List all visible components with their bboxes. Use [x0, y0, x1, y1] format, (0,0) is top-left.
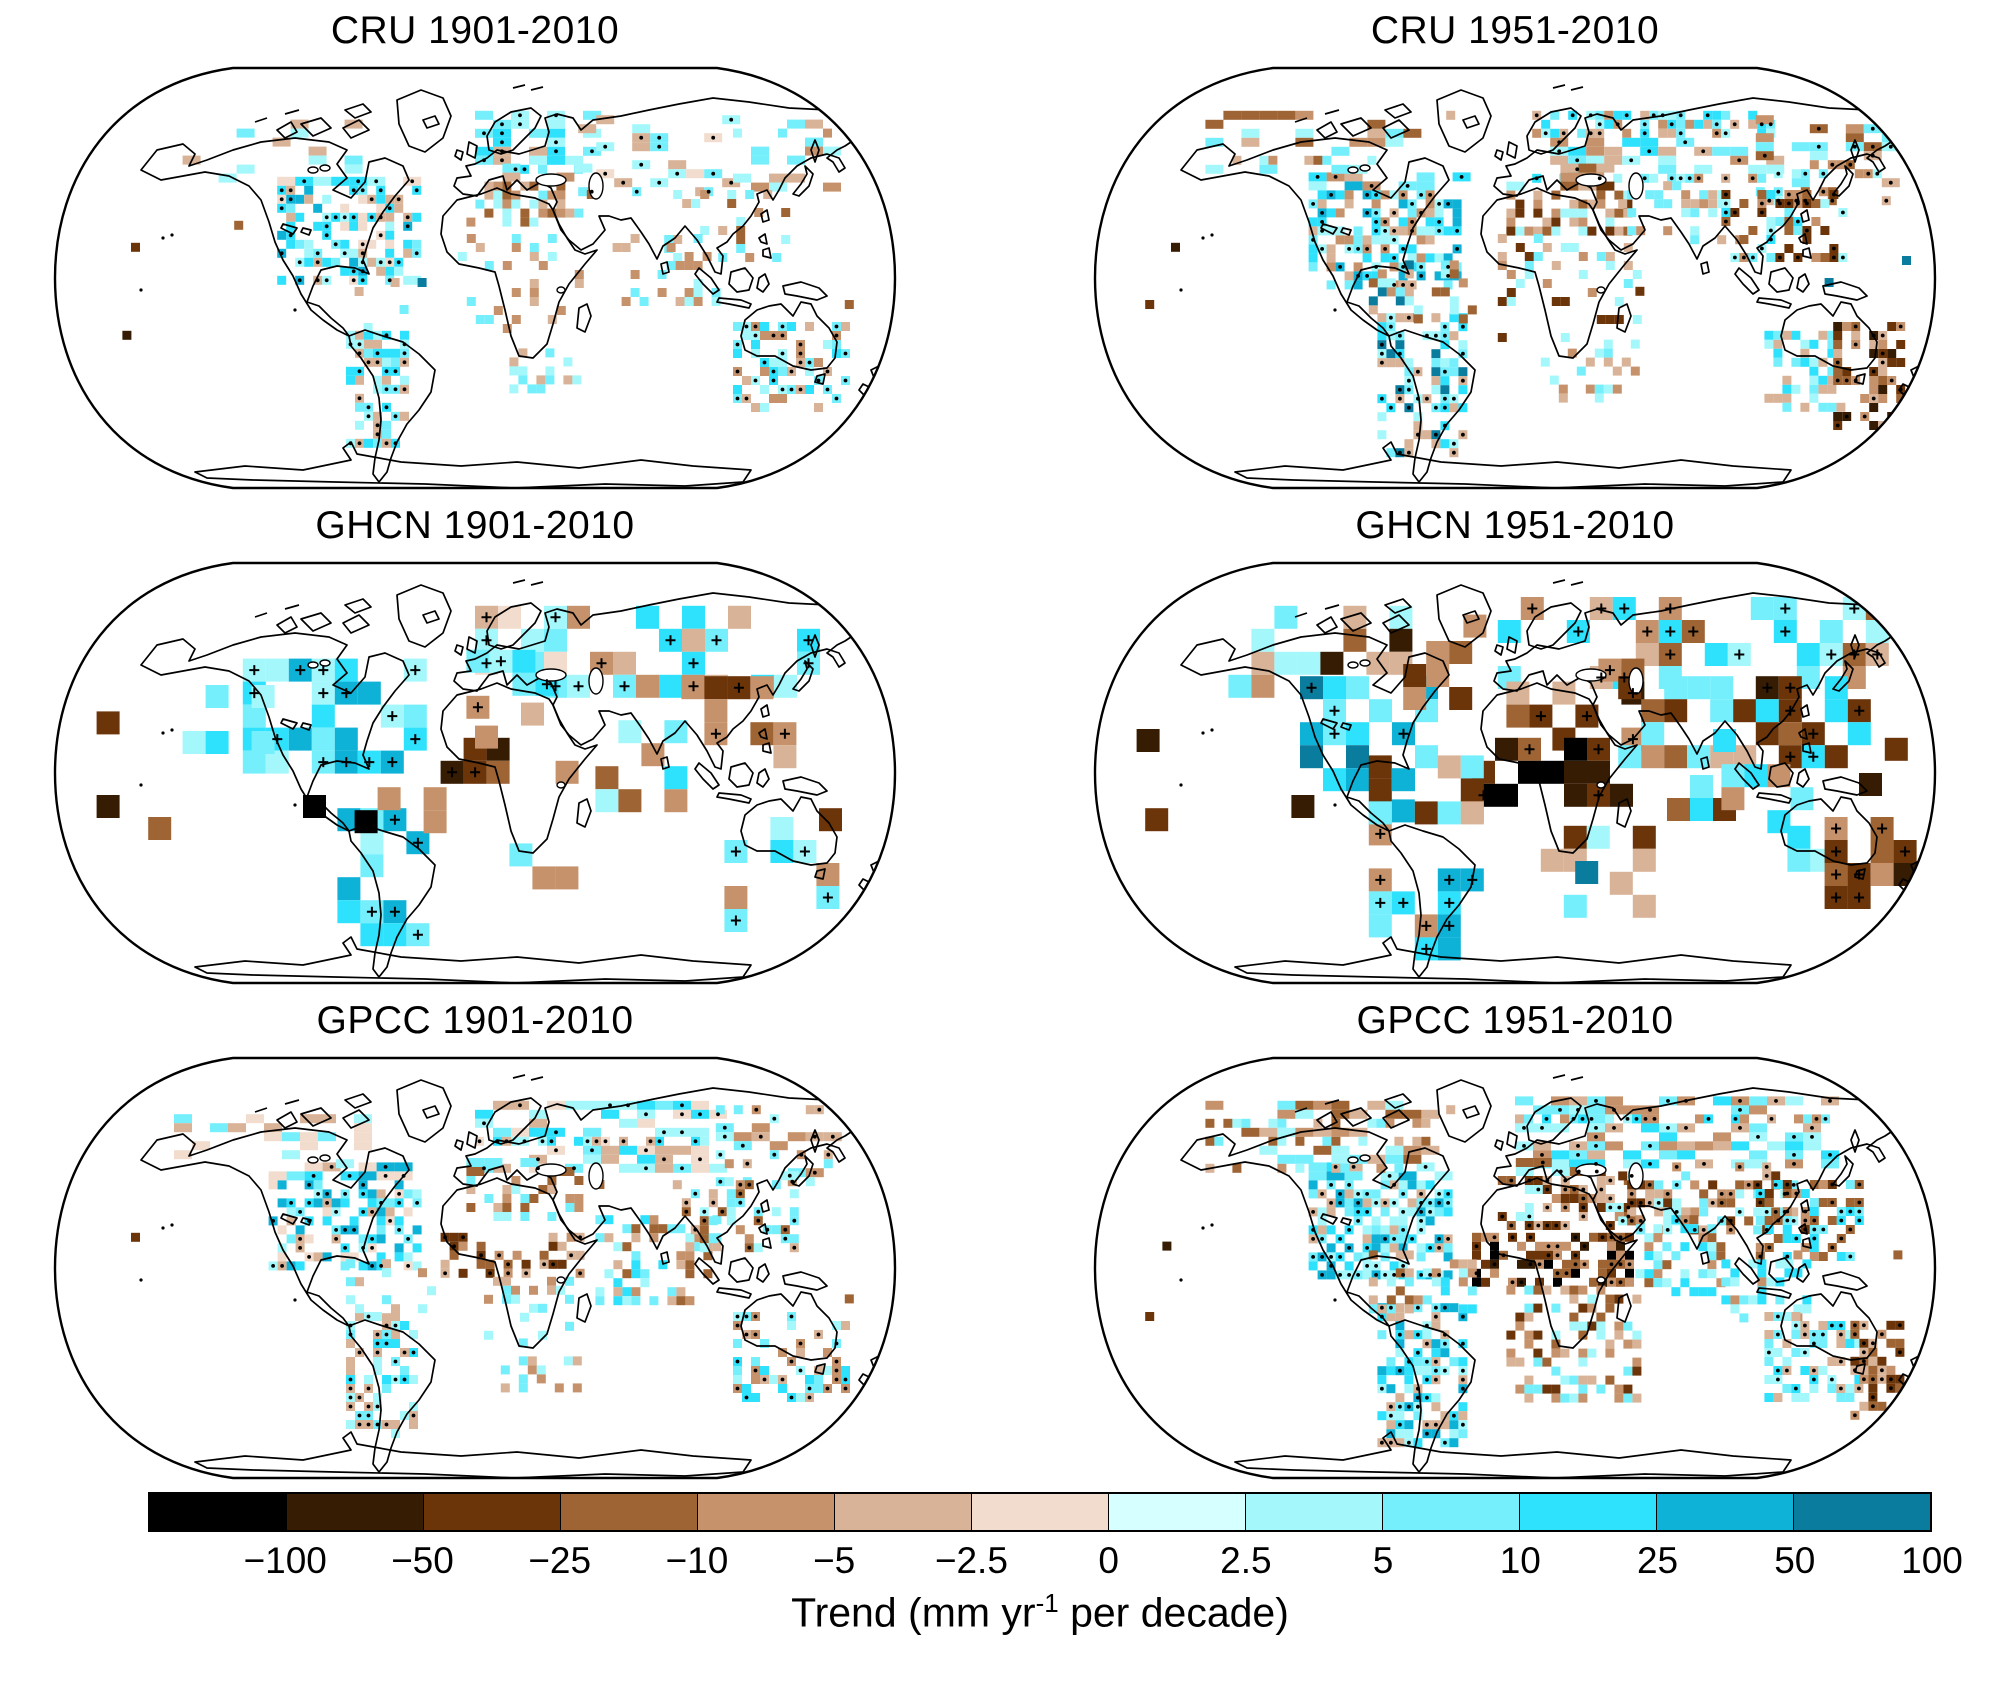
colorbar-tick-label: −25: [528, 1540, 592, 1581]
map-panel-cru-1951: CRU 1951-2010: [1085, 6, 1945, 500]
colorbar-tick-label: 0: [1098, 1540, 1119, 1581]
colorbar-tick-label: 25: [1636, 1540, 1679, 1581]
colorbar-segment: [286, 1494, 423, 1530]
colorbar: −100 −50 −25 −10 −5 −2.5 0 2.5 5 10 25 50 100 Trend …: [148, 1492, 1963, 1637]
colorbar-tick-label: −2.5: [934, 1540, 1008, 1581]
colorbar-caption: Trend (mm yr-1 per decade): [148, 1588, 1932, 1637]
colorbar-segment: [1108, 1494, 1245, 1530]
map-panel-gpcc-1901: GPCC 1901-2010: [45, 996, 905, 1490]
panel-title: CRU 1951-2010: [1370, 9, 1660, 52]
colorbar-tick-label: 2.5: [1220, 1540, 1272, 1581]
colorbar-segment: [1245, 1494, 1382, 1530]
map-panel-ghcn-1901: GHCN 1901-2010: [45, 501, 905, 995]
caption-superscript: -1: [1035, 1588, 1059, 1618]
colorbar-tick-label: 50: [1774, 1540, 1816, 1581]
world-map-svg: [1093, 66, 1937, 490]
colorbar-segment: [1656, 1494, 1793, 1530]
colorbar-tick-labels: −100 −50 −25 −10 −5 −2.5 0 2.5 5 10 25 50 100: [148, 1532, 1963, 1582]
colorbar-segments: [148, 1492, 1932, 1532]
panel-title: CRU 1901-2010: [330, 9, 620, 52]
world-map-svg: [53, 561, 897, 985]
colorbar-tick-label: −50: [391, 1540, 454, 1581]
caption-text: Trend (mm yr: [791, 1589, 1036, 1636]
world-map-svg: [53, 66, 897, 490]
panel-title: GPCC 1951-2010: [1356, 999, 1674, 1042]
world-map-svg: [53, 1056, 897, 1480]
colorbar-tick-label: 100: [1901, 1540, 1963, 1581]
colorbar-segment: [150, 1494, 286, 1530]
colorbar-segment: [1519, 1494, 1656, 1530]
colorbar-tick-label: 5: [1372, 1540, 1394, 1581]
colorbar-segment: [834, 1494, 971, 1530]
colorbar-segment: [560, 1494, 697, 1530]
caption-text: per decade): [1058, 1589, 1289, 1636]
panel-title: GPCC 1901-2010: [316, 999, 634, 1042]
colorbar-tick-label: −10: [665, 1540, 729, 1581]
colorbar-segment: [423, 1494, 560, 1530]
world-map-svg: [1093, 1056, 1937, 1480]
colorbar-segment: [1793, 1494, 1930, 1530]
map-panel-cru-1901: CRU 1901-2010: [45, 6, 905, 500]
colorbar-segment: [1382, 1494, 1519, 1530]
colorbar-tick-label: −5: [813, 1540, 856, 1581]
colorbar-segment: [697, 1494, 834, 1530]
panel-title: GHCN 1951-2010: [1355, 504, 1675, 547]
map-panel-gpcc-1951: GPCC 1951-2010: [1085, 996, 1945, 1490]
colorbar-tick-label: −100: [243, 1540, 327, 1581]
map-panel-ghcn-1951: GHCN 1951-2010: [1085, 501, 1945, 995]
colorbar-segment: [971, 1494, 1108, 1530]
world-map-svg: [1093, 561, 1937, 985]
colorbar-tick-label: 10: [1499, 1540, 1541, 1581]
panel-title: GHCN 1901-2010: [315, 504, 635, 547]
